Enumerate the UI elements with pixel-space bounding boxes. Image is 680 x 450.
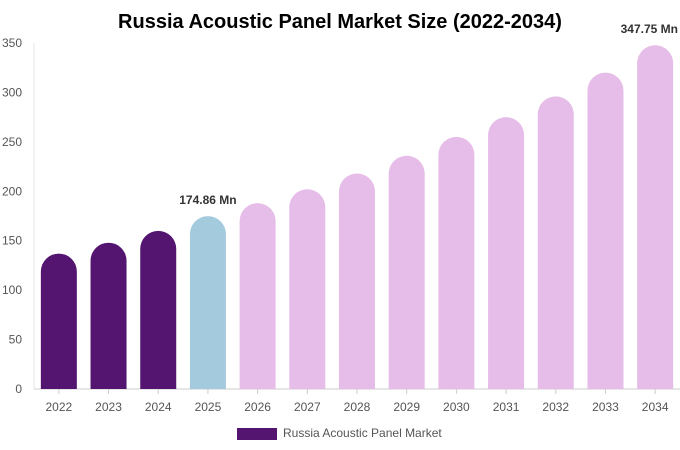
y-tick-label: 100 <box>2 283 22 297</box>
x-tick-label: 2022 <box>45 400 72 414</box>
legend-label: Russia Acoustic Panel Market <box>283 426 442 440</box>
bar-2024[interactable] <box>140 230 177 389</box>
bar-2026[interactable] <box>239 203 276 389</box>
x-axis: 2022 2023 2024 2025 2026 2027 2028 2029 2030 2031… <box>34 388 680 414</box>
bar-2031[interactable] <box>488 117 525 389</box>
chart-title: Russia Acoustic Panel Market Size (2022-… <box>118 11 562 33</box>
x-tick-label: 2032 <box>542 400 569 414</box>
y-axis: 0 50 100 150 200 250 300 350 <box>2 36 35 396</box>
x-tick-label: 2031 <box>493 400 520 414</box>
legend[interactable]: Russia Acoustic Panel Market <box>237 426 442 440</box>
bar-2023[interactable] <box>90 242 127 389</box>
x-tick-label: 2024 <box>145 400 172 414</box>
bar-2034[interactable] <box>637 45 674 390</box>
bar-2027[interactable] <box>289 189 326 389</box>
bar-2029[interactable] <box>388 155 425 389</box>
x-tick-label: 2026 <box>244 400 271 414</box>
y-tick-label: 50 <box>9 333 23 347</box>
x-tick-label: 2028 <box>344 400 371 414</box>
y-tick-label: 250 <box>2 135 22 149</box>
y-tick-label: 350 <box>2 36 22 50</box>
bars <box>40 45 674 390</box>
x-tick-label: 2034 <box>642 400 669 414</box>
bar-2028[interactable] <box>339 173 375 389</box>
bar-2025[interactable] <box>189 216 226 389</box>
y-tick-label: 300 <box>2 85 22 99</box>
bar-2032[interactable] <box>537 96 574 389</box>
y-tick-label: 200 <box>2 184 22 198</box>
data-label: 347.75 Mn <box>621 22 678 36</box>
x-tick-label: 2030 <box>443 400 470 414</box>
bar-2030[interactable] <box>438 136 475 389</box>
legend-swatch <box>237 428 277 440</box>
data-label: 174.86 Mn <box>179 193 236 207</box>
x-tick-label: 2027 <box>294 400 321 414</box>
y-tick-label: 150 <box>2 234 22 248</box>
data-labels: 174.86 Mn 347.75 Mn <box>179 22 678 207</box>
x-tick-label: 2029 <box>393 400 420 414</box>
x-tick-label: 2023 <box>95 400 122 414</box>
bar-2033[interactable] <box>587 72 624 390</box>
x-tick-label: 2033 <box>592 400 619 414</box>
y-tick-label: 0 <box>15 382 22 396</box>
x-tick-label: 2025 <box>195 400 222 414</box>
bar-2022[interactable] <box>40 253 77 389</box>
